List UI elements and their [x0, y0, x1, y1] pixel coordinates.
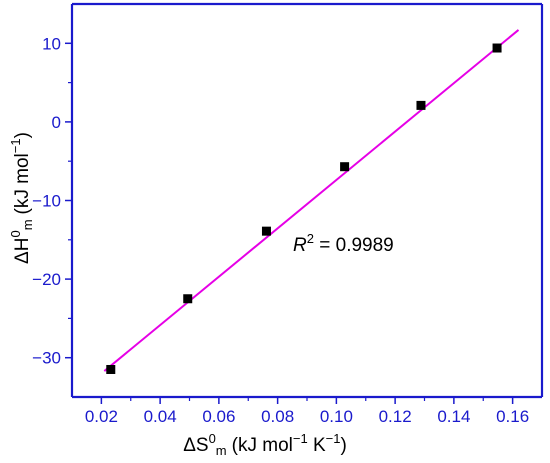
r-squared-annotation: R2 = 0.9989 [293, 231, 394, 256]
axes [70, 2, 544, 399]
data-point [492, 43, 502, 53]
y-tick-label: 0 [52, 113, 61, 132]
data-point [106, 364, 116, 374]
x-tick-label: 0.02 [85, 407, 118, 426]
data-points [106, 43, 502, 374]
y-tick-label: −30 [32, 349, 61, 368]
x-axis-label: ΔS0m (kJ mol−1 K−1) [183, 431, 347, 458]
x-tick-label: 0.10 [320, 407, 353, 426]
x-tick-label: 0.14 [437, 407, 470, 426]
y-tick-label: 10 [42, 34, 61, 53]
x-tick-label: 0.12 [379, 407, 412, 426]
data-point [416, 100, 426, 110]
x-tick-label: 0.16 [496, 407, 529, 426]
data-point [183, 294, 193, 304]
y-axis-label: ΔH0m(kJ mol−1) [8, 132, 35, 264]
fit-line [103, 29, 520, 372]
x-tick-label: 0.08 [261, 407, 294, 426]
y-tick-label: −20 [32, 270, 61, 289]
x-tick-label: 0.04 [144, 407, 177, 426]
data-point [261, 226, 271, 236]
ticks: 0.02 0.04 0.06 0.08 0.10 0.12 0.14 0.16 −30 −20 −1… [32, 34, 529, 426]
y-tick-label: −10 [32, 192, 61, 211]
x-tick-label: 0.06 [202, 407, 235, 426]
fit-line-group [103, 29, 520, 372]
data-point [340, 162, 350, 172]
